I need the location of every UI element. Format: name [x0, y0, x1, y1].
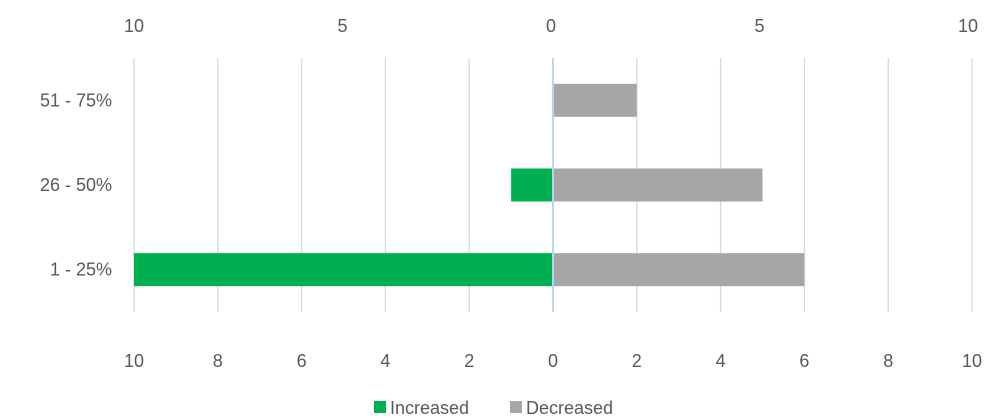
- top-tick-label: 0: [546, 16, 556, 36]
- top-tick-label: 5: [337, 16, 347, 36]
- bottom-tick-label: 8: [213, 351, 223, 371]
- top-tick-label: 5: [754, 16, 764, 36]
- bottom-tick-label: 4: [380, 351, 390, 371]
- legend-swatch-decreased: [510, 401, 522, 413]
- top-tick-label: 10: [124, 16, 144, 36]
- bottom-tick-label: 0: [548, 351, 558, 371]
- bar-decreased-3: [553, 253, 805, 287]
- category-labels: 51 - 75% 26 - 50% 1 - 25%: [40, 90, 112, 279]
- bottom-tick-label: 8: [883, 351, 893, 371]
- bottom-tick-label: 2: [632, 351, 642, 371]
- bottom-tick-label: 10: [124, 351, 144, 371]
- bottom-tick-label: 2: [464, 351, 474, 371]
- bar-increased-3: [134, 253, 553, 287]
- bar-increased-2: [511, 168, 553, 202]
- bottom-tick-label: 6: [297, 351, 307, 371]
- bottom-tick-label: 4: [716, 351, 726, 371]
- bar-decreased-2: [553, 168, 763, 202]
- legend: Increased Decreased: [374, 398, 613, 418]
- legend-label-decreased: Decreased: [526, 398, 613, 418]
- legend-swatch-increased: [374, 401, 386, 413]
- top-axis-ticks: 10 5 0 5 10: [124, 16, 978, 36]
- bottom-tick-label: 10: [962, 351, 982, 371]
- bottom-tick-label: 6: [799, 351, 809, 371]
- bars: [134, 83, 805, 287]
- category-label: 26 - 50%: [40, 175, 112, 195]
- category-label: 1 - 25%: [50, 260, 112, 280]
- bottom-axis-ticks: 10 8 6 4 2 0 2 4 6 8 10: [124, 351, 982, 371]
- top-tick-label: 10: [958, 16, 978, 36]
- bar-decreased-1: [553, 83, 637, 117]
- legend-label-increased: Increased: [390, 398, 469, 418]
- category-label: 51 - 75%: [40, 90, 112, 110]
